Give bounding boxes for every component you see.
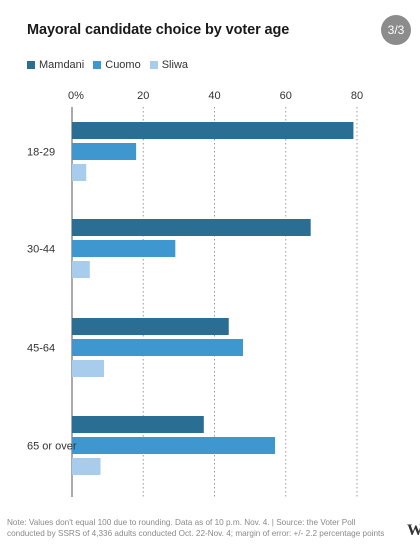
x-tick-label-60: 60 bbox=[280, 90, 292, 102]
bar-mamdani-3 bbox=[72, 416, 204, 433]
bar-mamdani-0 bbox=[72, 122, 354, 139]
bar-mamdani-1 bbox=[72, 219, 311, 236]
footnote: Note: Values don't equal 100 due to roun… bbox=[7, 518, 387, 539]
footnote-line-1: Note: Values don't equal 100 due to roun… bbox=[7, 518, 356, 527]
category-label-1: 30-44 bbox=[27, 244, 55, 256]
x-tick-label-80: 80 bbox=[351, 90, 363, 102]
chart-title: Mayoral candidate choice by voter age bbox=[27, 22, 290, 38]
page-indicator-badge[interactable]: 3/3 bbox=[381, 15, 411, 45]
category-label-0: 18-29 bbox=[27, 147, 55, 159]
legend-swatch-sliwa bbox=[149, 61, 158, 69]
legend-item-sliwa: Sliwa bbox=[149, 59, 189, 71]
bar-mamdani-2 bbox=[72, 318, 229, 335]
publisher-logo: W bbox=[407, 522, 420, 539]
category-label-2: 45-64 bbox=[27, 343, 55, 355]
bar-sliwa-0 bbox=[72, 164, 87, 181]
bar-sliwa-1 bbox=[72, 261, 90, 278]
legend-label-mamdani: Mamdani bbox=[39, 59, 85, 71]
legend: Mamdani Cuomo Sliwa bbox=[27, 59, 197, 71]
bar-sliwa-2 bbox=[72, 360, 105, 377]
legend-swatch-cuomo bbox=[93, 61, 102, 69]
x-tick-label-0: 0% bbox=[68, 90, 84, 102]
bar-cuomo-0 bbox=[72, 143, 137, 160]
legend-swatch-mamdani bbox=[27, 61, 35, 69]
bar-cuomo-2 bbox=[72, 339, 243, 356]
legend-label-cuomo: Cuomo bbox=[105, 59, 141, 71]
bar-cuomo-1 bbox=[72, 240, 176, 257]
legend-label-sliwa: Sliwa bbox=[161, 59, 189, 71]
x-tick-label-20: 20 bbox=[137, 90, 149, 102]
legend-item-cuomo: Cuomo bbox=[93, 59, 141, 71]
footnote-line-2: conducted by SSRS of 4,336 adults conduc… bbox=[7, 528, 385, 538]
bar-sliwa-3 bbox=[72, 458, 101, 475]
legend-item-mamdani: Mamdani bbox=[27, 59, 84, 71]
category-label-3: 65 or over bbox=[27, 441, 77, 453]
bar-cuomo-3 bbox=[72, 437, 276, 454]
x-tick-label-40: 40 bbox=[208, 90, 220, 102]
